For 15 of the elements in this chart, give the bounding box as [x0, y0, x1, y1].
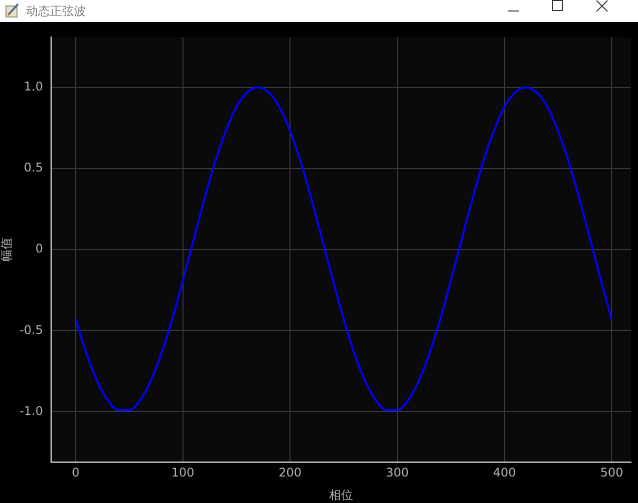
line-series — [74, 86, 613, 412]
x-tick-label: 300 — [386, 465, 409, 480]
x-tick-label: 500 — [600, 465, 624, 480]
y-tick-label: 1.0 — [24, 80, 43, 94]
y-tick-label: 0.5 — [24, 160, 43, 175]
x-tick-label: 400 — [493, 465, 516, 480]
x-tick-label: 100 — [171, 465, 194, 480]
chart-title: 动态正弦波 — [26, 3, 86, 19]
x-tick-label: 200 — [278, 465, 302, 480]
y-tick-label: 0 — [35, 242, 43, 256]
x-tick-label: 0 — [72, 465, 80, 480]
y-tick-label: -0.5 — [20, 322, 43, 337]
y-axis-title: 幅值 — [0, 238, 14, 262]
x-axis-title: 相位 — [329, 488, 353, 502]
y-tick-label: -1.0 — [20, 404, 43, 418]
